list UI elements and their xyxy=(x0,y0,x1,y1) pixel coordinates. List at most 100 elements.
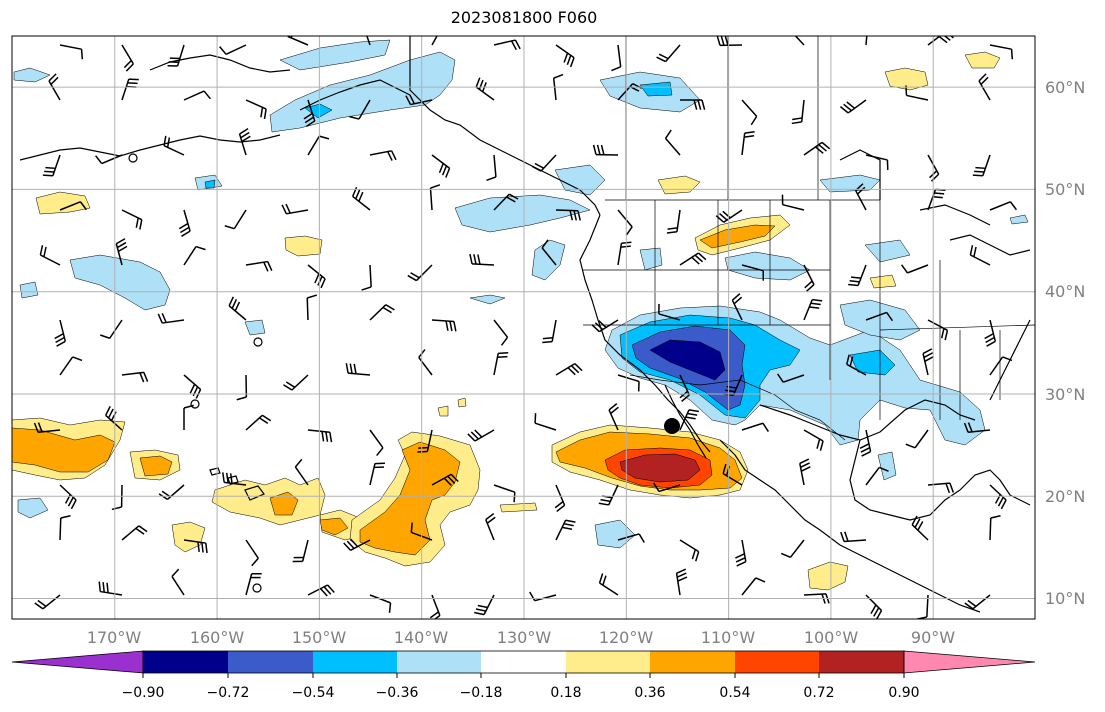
lon-label: 120°W xyxy=(599,628,654,647)
wind-barb-shaft xyxy=(989,201,1011,211)
wind-barb-feather xyxy=(236,396,247,401)
wind-barb-feather xyxy=(55,336,65,344)
wind-barb-feather xyxy=(542,337,553,340)
wind-barb-feather xyxy=(676,572,687,578)
wind-barb-feather xyxy=(566,55,572,66)
wind-barb-feather xyxy=(104,406,111,416)
wind-barb-feather xyxy=(840,531,845,542)
wind-barb-feather xyxy=(110,411,117,421)
wind-barb-feather xyxy=(231,299,238,309)
wind-barb-feather xyxy=(197,541,200,552)
wind-barb-feather xyxy=(602,575,607,586)
wind-barb-feather xyxy=(611,66,621,72)
wind-barb-feather xyxy=(667,227,678,230)
wind-barb-shaft xyxy=(493,484,516,493)
wind-barb-feather xyxy=(317,276,323,286)
wind-barb-feather xyxy=(285,381,296,388)
wind-barb-feather xyxy=(189,383,196,394)
wind-barb-feather xyxy=(691,256,700,265)
wind-barb-feather xyxy=(37,422,43,433)
wind-barb-feather xyxy=(534,413,537,424)
wind-barb-feather xyxy=(691,549,697,560)
wind-barb-feather xyxy=(800,466,811,472)
wind-barb-feather xyxy=(116,241,127,249)
lat-label: 30°N xyxy=(1045,385,1085,404)
wind-barb-feather xyxy=(844,531,849,542)
wind-barb-feather xyxy=(592,144,597,155)
wind-barb-feather xyxy=(821,141,831,150)
wind-barb-feather xyxy=(485,512,495,521)
wind-barb-feather xyxy=(325,431,329,442)
wind-barb-feather xyxy=(967,599,977,607)
wind-barb-feather xyxy=(508,193,519,200)
wind-barb-feather xyxy=(975,166,986,170)
wind-barb-feather xyxy=(556,504,566,512)
wind-barb-shaft xyxy=(617,209,633,228)
wind-barb-shaft xyxy=(59,44,82,50)
wind-barb-shaft xyxy=(171,576,185,596)
wind-barb-feather xyxy=(486,516,496,524)
wind-barb-feather xyxy=(54,333,64,340)
wind-barb-feather xyxy=(327,584,335,593)
wind-barb-feather xyxy=(45,166,56,170)
wind-barb-feather xyxy=(477,254,481,265)
wind-barb-feather xyxy=(731,293,741,301)
wind-barb-shaft xyxy=(59,201,81,211)
map-frame xyxy=(11,35,1036,620)
lon-label: 140°W xyxy=(394,628,449,647)
wind-barb-feather xyxy=(816,438,821,449)
wind-barb-feather xyxy=(323,586,332,595)
wind-barb-shaft xyxy=(658,484,681,493)
wind-barb-feather xyxy=(744,131,755,134)
wind-barb-feather xyxy=(139,372,145,383)
colorbar-bin xyxy=(650,651,735,673)
colorbar-extend-low xyxy=(11,650,144,674)
colorbar-tick-label: 0.90 xyxy=(888,685,919,701)
wind-barb-feather xyxy=(283,384,293,391)
wind-barb-feather xyxy=(477,604,488,609)
wind-barb-feather xyxy=(815,146,824,154)
wind-barb-feather xyxy=(343,542,352,551)
wind-barb-feather xyxy=(963,422,969,433)
wind-barb-feather xyxy=(475,608,486,612)
wind-barb-feather xyxy=(441,165,448,176)
wind-barb-feather xyxy=(98,581,102,592)
wind-barb-feather xyxy=(443,477,452,486)
lat-label: 20°N xyxy=(1045,487,1085,506)
lon-label: 150°W xyxy=(292,628,347,647)
wind-barb-feather xyxy=(861,450,871,457)
wind-barb-feather xyxy=(1002,356,1013,362)
wind-barb-shaft xyxy=(534,422,557,431)
lat-lon-grid xyxy=(12,36,1035,619)
wind-barb-feather xyxy=(163,135,167,146)
wind-barb-shaft xyxy=(233,209,247,230)
wind-barb-shaft xyxy=(989,517,992,541)
wind-barb-feather xyxy=(43,246,47,257)
wind-barb-shaft xyxy=(741,99,758,117)
wind-barb-shaft xyxy=(989,44,1012,50)
wind-barb-feather xyxy=(922,348,933,355)
wind-barb-feather xyxy=(240,131,250,139)
wind-barb-feather xyxy=(664,129,672,139)
wind-barb-feather xyxy=(106,582,109,593)
wind-barb-feather xyxy=(695,551,700,562)
wind-barb-feather xyxy=(355,189,361,200)
wind-barb-feather xyxy=(445,167,451,178)
wind-barb-feather xyxy=(594,322,604,331)
wind-barb-shaft xyxy=(183,246,197,266)
wind-barb-shaft xyxy=(782,374,805,383)
wind-barb-feather xyxy=(450,473,459,483)
wind-barb-feather xyxy=(478,79,484,90)
wind-barb-feather xyxy=(438,163,444,174)
wind-barb-feather xyxy=(573,210,578,221)
wind-barb-feather xyxy=(117,245,128,253)
wind-barb-feather xyxy=(945,483,951,494)
wind-barb-feather xyxy=(574,363,583,372)
negative-anomaly-extreme xyxy=(649,339,726,381)
wind-barb-feather xyxy=(715,215,725,223)
wind-barb-feather xyxy=(79,201,88,211)
wind-barb-feather xyxy=(818,144,827,152)
colorbar-bin xyxy=(143,651,228,673)
lat-label: 60°N xyxy=(1045,78,1085,97)
